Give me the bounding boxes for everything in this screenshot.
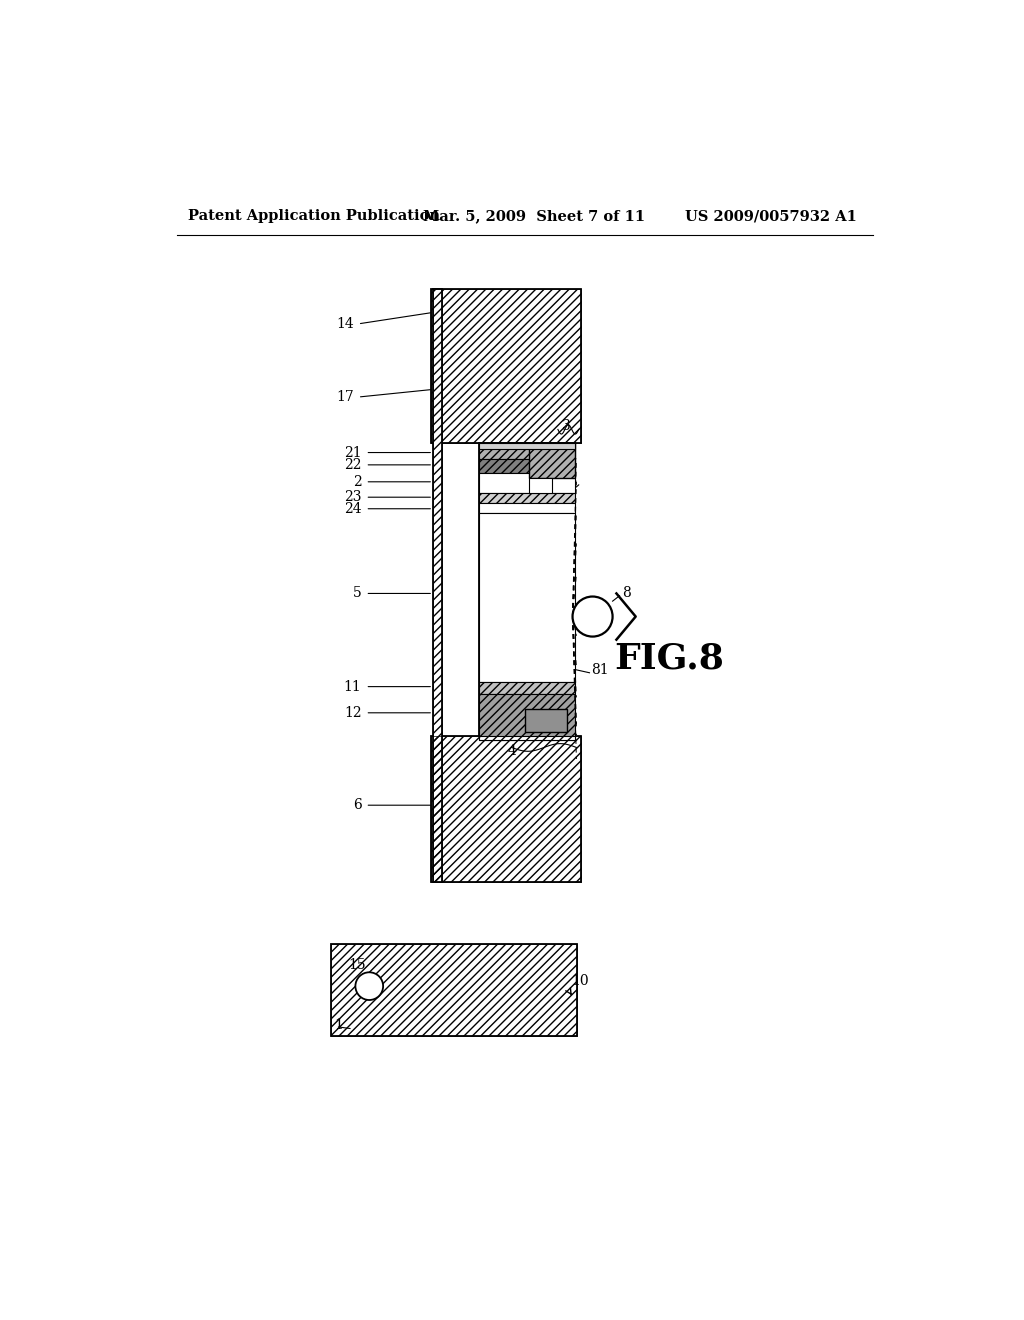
Bar xyxy=(528,478,552,494)
Text: 2: 2 xyxy=(353,475,361,488)
Text: 14: 14 xyxy=(336,317,354,331)
Bar xyxy=(478,444,574,459)
Text: 15: 15 xyxy=(348,958,367,973)
Bar xyxy=(478,693,574,739)
Bar xyxy=(431,289,581,444)
Bar xyxy=(331,944,578,1036)
Bar xyxy=(478,459,574,473)
Text: 6: 6 xyxy=(353,799,361,812)
Bar xyxy=(478,473,574,494)
Text: 3: 3 xyxy=(562,420,570,433)
Bar xyxy=(431,737,581,882)
Bar xyxy=(433,289,442,882)
Bar xyxy=(431,737,581,882)
Text: FIG.8: FIG.8 xyxy=(614,642,725,676)
Bar xyxy=(478,503,574,512)
Text: 24: 24 xyxy=(344,502,361,516)
Bar xyxy=(478,444,574,739)
Text: Patent Application Publication: Patent Application Publication xyxy=(188,209,440,223)
Bar xyxy=(478,512,574,682)
Text: 22: 22 xyxy=(344,458,361,471)
Bar xyxy=(478,693,574,739)
Text: Mar. 5, 2009  Sheet 7 of 11: Mar. 5, 2009 Sheet 7 of 11 xyxy=(423,209,645,223)
Text: 17: 17 xyxy=(336,391,354,404)
Text: 8: 8 xyxy=(622,586,631,601)
Bar xyxy=(478,737,574,739)
Text: 1: 1 xyxy=(334,1018,343,1032)
Text: 5: 5 xyxy=(353,586,361,601)
Text: 31: 31 xyxy=(543,475,560,488)
Bar xyxy=(478,494,574,503)
Bar xyxy=(528,444,574,478)
Bar xyxy=(478,494,574,503)
Text: 13: 13 xyxy=(528,730,546,744)
Bar xyxy=(478,444,574,459)
Bar xyxy=(478,682,574,693)
Bar xyxy=(528,444,574,478)
Bar xyxy=(478,682,574,693)
Text: 21: 21 xyxy=(344,446,361,459)
Bar xyxy=(478,459,574,473)
Text: 23: 23 xyxy=(344,490,361,504)
Text: US 2009/0057932 A1: US 2009/0057932 A1 xyxy=(685,209,857,223)
Text: 81: 81 xyxy=(591,664,608,677)
Text: 4: 4 xyxy=(508,744,517,758)
Bar xyxy=(524,709,567,733)
Text: 10: 10 xyxy=(571,974,589,987)
Text: 12: 12 xyxy=(344,706,361,719)
Bar xyxy=(431,289,581,444)
Circle shape xyxy=(355,973,383,1001)
Bar xyxy=(433,289,442,882)
Text: 11: 11 xyxy=(344,680,361,693)
Bar xyxy=(478,444,574,449)
Circle shape xyxy=(572,597,612,636)
Bar xyxy=(331,944,578,1036)
